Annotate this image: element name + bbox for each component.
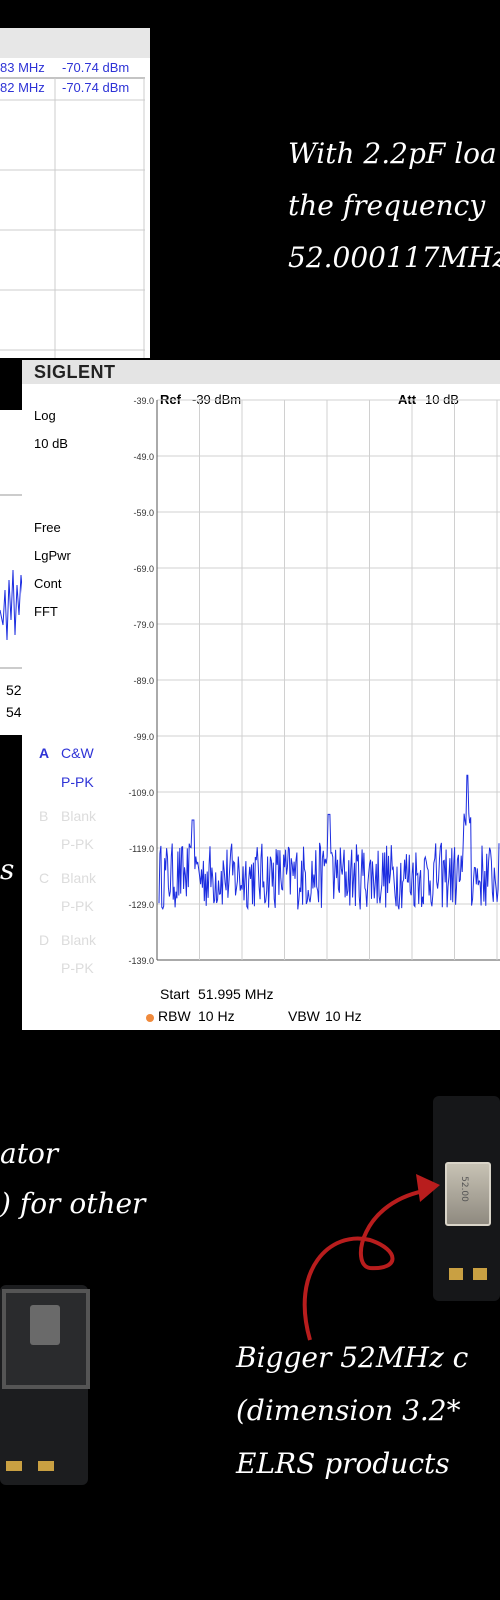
y-tick-label: -109.0 (128, 788, 154, 798)
antenna-chip-icon (30, 1305, 60, 1345)
y-tick-label: -89.0 (133, 676, 154, 686)
y-tick-label: -39.0 (133, 396, 154, 406)
spectrum-plot: -39.0 -49.0 -59.0 -69.0 -79.0 -89.0 -99.0 -109.… (128, 396, 500, 966)
gold-pad-icon (38, 1461, 54, 1471)
caption-bottom-right-1: Bigger 52MHz c (236, 1341, 469, 1374)
trace-a-letter[interactable]: A (39, 745, 50, 761)
caption-bottom-left-1: ator (0, 1137, 59, 1170)
elrs-module-photo-right: 52.00 (433, 1096, 500, 1301)
trace-a-name[interactable]: C&W (61, 745, 94, 761)
elrs-module-photo-left (0, 1285, 90, 1485)
trace-d-detector: P-PK (61, 960, 94, 976)
top-analyzer-panel: 83 MHz -70.74 dBm 82 MHz -70.74 dBm (0, 28, 150, 358)
spectrum-trace-a (158, 774, 500, 911)
siglent-analyzer: SIGLENT Log 10 dB Free LgPwr Cont FFT A … (22, 360, 500, 1030)
trace-c-detector: P-PK (61, 898, 94, 914)
trace-c-letter[interactable]: C (39, 870, 50, 886)
avg-type-label: LgPwr (34, 548, 71, 563)
caption-top-right-1: With 2.2pF loa (288, 137, 497, 170)
top-panel-grid (0, 77, 145, 358)
crystal-label: 52.00 (458, 1176, 469, 1202)
caption-left-fragment: s (0, 853, 15, 886)
analyzer-title-bar: SIGLENT (22, 360, 500, 384)
rbw-coupled-icon (146, 1014, 154, 1022)
vbw-label: VBW (288, 1008, 320, 1024)
trace-b-name[interactable]: Blank (61, 808, 97, 824)
y-tick-label: -119.0 (129, 844, 154, 854)
siglent-logo: SIGLENT (34, 362, 116, 382)
trace-c-name[interactable]: Blank (61, 870, 97, 886)
marker-row-1-freq: 83 MHz (0, 60, 45, 75)
y-tick-label: -99.0 (133, 732, 154, 742)
crystal-oscillator-icon: 52.00 (445, 1162, 491, 1226)
y-tick-label: -59.0 (133, 508, 154, 518)
gold-pad-icon (473, 1268, 487, 1280)
start-label: Start (160, 986, 190, 1002)
caption-bottom-right-2: (dimension 3.2* (236, 1394, 461, 1427)
marker-table-header (0, 28, 150, 58)
y-tick-label: -129.0 (128, 900, 154, 910)
left-freq-label-2: 54 (6, 704, 22, 720)
run-mode-label: Free (34, 520, 61, 535)
rbw-value: 10 Hz (198, 1008, 235, 1024)
caption-top-right-3: 52.000117MHz, (288, 241, 500, 274)
marker-row-2-freq: 82 MHz (0, 80, 45, 95)
gold-pad-icon (449, 1268, 463, 1280)
left-panel-trace (0, 494, 25, 669)
trace-d-letter[interactable]: D (39, 932, 50, 948)
caption-top-right-2: the frequency (288, 189, 486, 222)
left-analyzer-panel (0, 410, 25, 735)
scale-type-label: Log (34, 408, 56, 423)
caption-bottom-right-3: ELRS products (236, 1447, 450, 1480)
y-tick-label: -79.0 (133, 620, 154, 630)
rbw-label: RBW (158, 1008, 191, 1024)
red-arrow-icon (302, 1174, 440, 1341)
y-tick-label: -139.0 (128, 956, 154, 966)
vbw-value: 10 Hz (325, 1008, 362, 1024)
sweep-type-label: FFT (34, 604, 58, 619)
start-value: 51.995 MHz (198, 986, 274, 1002)
trace-b-detector: P-PK (61, 836, 94, 852)
sweep-mode-label: Cont (34, 576, 62, 591)
y-tick-label: -69.0 (133, 564, 154, 574)
gold-pad-icon (6, 1461, 22, 1471)
trace-b-letter[interactable]: B (39, 808, 49, 824)
scale-div-label: 10 dB (34, 436, 68, 451)
left-freq-label-1: 52 (6, 682, 22, 698)
trace-a-detector: P-PK (61, 774, 94, 790)
caption-bottom-left-2: ) for other (0, 1187, 146, 1220)
trace-d-name[interactable]: Blank (61, 932, 97, 948)
marker-row-1-amp: -70.74 dBm (62, 60, 130, 75)
marker-row-2-amp: -70.74 dBm (62, 80, 130, 95)
y-tick-label: -49.0 (133, 452, 154, 462)
